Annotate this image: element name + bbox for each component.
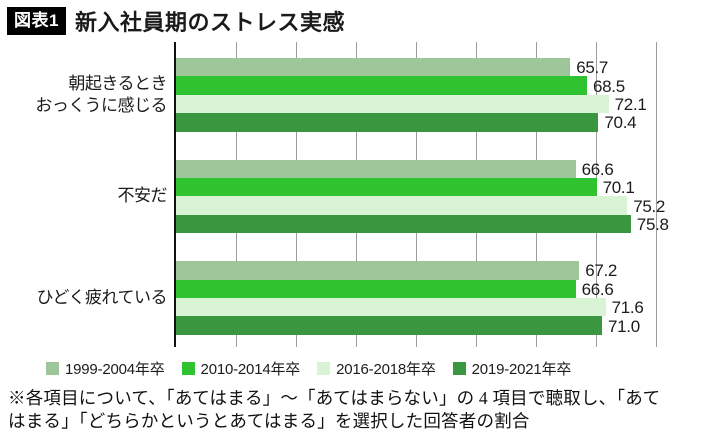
- plot-area: 65.7 68.5 72.1 70.4 66.6 70.1 75.2 75.8 67.2 66.6…: [174, 42, 669, 347]
- legend: 1999-2004年卒 2010-2014年卒 2016-2018年卒 2019…: [46, 358, 710, 378]
- gridline: [655, 42, 657, 347]
- legend-label: 1999-2004年卒: [65, 360, 165, 378]
- bar: [176, 279, 576, 298]
- bar-value-label: 66.6: [581, 159, 614, 179]
- bar-value-label: 67.2: [585, 261, 618, 281]
- bar-value-label: 75.8: [636, 215, 669, 234]
- bar: [176, 178, 597, 197]
- bar-value-label: 70.4: [604, 113, 637, 133]
- legend-item: 2016-2018年卒: [317, 358, 436, 379]
- footnote-line: ※各項目について、「あてはまる」～「あてはまらない」の 4 項目で聴取し、「あて: [8, 388, 661, 408]
- legend-item: 2019-2021年卒: [452, 358, 572, 379]
- legend-label: 2010-2014年卒: [200, 360, 301, 378]
- legend-item: 2010-2014年卒: [181, 358, 301, 379]
- bar: [176, 94, 609, 114]
- footnote-line: はまる」「どちらかというとあてはまる」を選択した回答者の割合: [8, 411, 530, 431]
- bar: [176, 316, 602, 335]
- bar: [176, 58, 571, 77]
- bar-chart: 65.7 68.5 72.1 70.4 66.6 70.1 75.2 75.8 67.2 66.6…: [0, 36, 710, 352]
- bar: [176, 196, 628, 215]
- legend-swatch: [317, 361, 331, 375]
- title-badge: 図表1: [7, 7, 66, 35]
- legend-swatch: [452, 361, 466, 375]
- y-axis-line: [174, 42, 176, 347]
- bar-value-label: 75.2: [633, 196, 666, 216]
- bar-value-label: 70.1: [602, 178, 635, 198]
- bar: [176, 298, 606, 317]
- bar: [176, 76, 587, 95]
- bar-value-label: 72.1: [614, 95, 647, 114]
- category-label: 不安だ: [117, 186, 168, 206]
- legend-label: 2016-2018年卒: [336, 360, 436, 378]
- bar: [176, 214, 631, 234]
- legend-swatch: [181, 361, 195, 375]
- footnote: ※各項目について、「あてはまる」～「あてはまらない」の 4 項目で聴取し、「あて…: [8, 387, 704, 433]
- bar-value-label: 65.7: [576, 58, 609, 78]
- page-title: 新入社員期のストレス実感: [74, 10, 345, 35]
- category-label: ひどく疲れている: [36, 288, 168, 307]
- bar: [176, 159, 576, 178]
- bar: [176, 261, 580, 280]
- legend-label: 2019-2021年卒: [471, 360, 572, 378]
- category-label: 朝起きるとき おっくうに感じる: [35, 73, 167, 115]
- legend-item: 1999-2004年卒: [46, 358, 165, 379]
- bar-value-label: 71.6: [611, 298, 644, 318]
- legend-swatch: [46, 361, 59, 375]
- bar-value-label: 66.6: [581, 279, 614, 299]
- title-row: 図表1 新入社員期のストレス実感: [0, 0, 710, 36]
- bar-value-label: 71.0: [608, 316, 640, 336]
- bar: [176, 113, 599, 132]
- bar-value-label: 68.5: [593, 76, 625, 96]
